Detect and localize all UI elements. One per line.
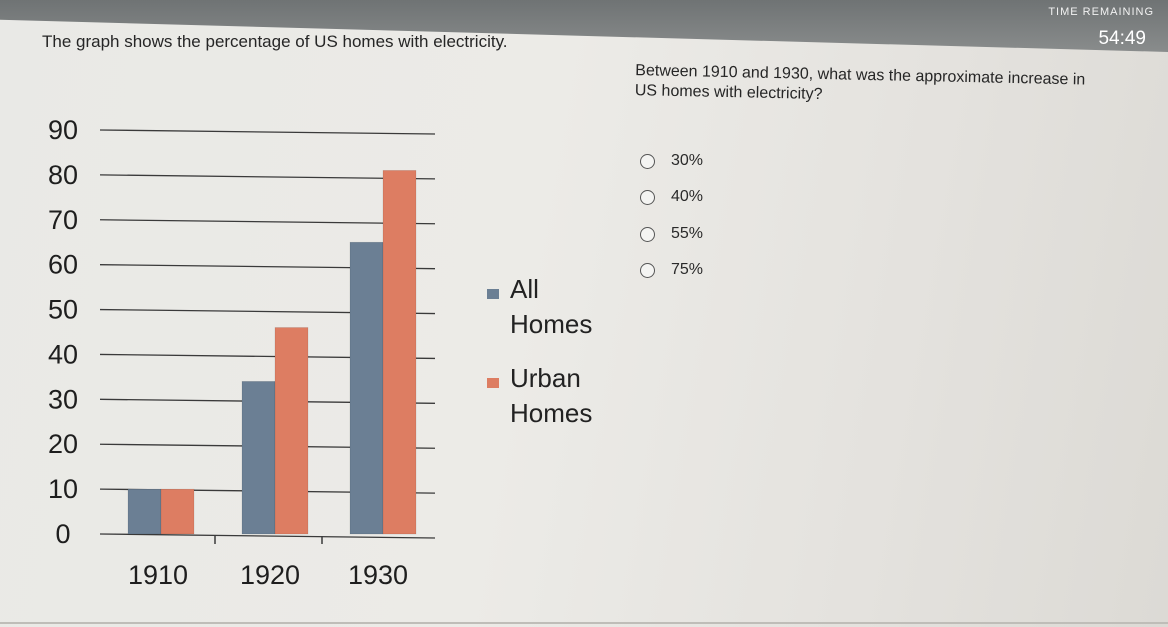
- radio-button[interactable]: [640, 189, 655, 205]
- y-tick-label: 30: [48, 384, 78, 414]
- choice-75-percent[interactable]: 75%: [640, 261, 703, 279]
- y-tick-label: 10: [48, 474, 78, 504]
- y-tick-label: 0: [55, 519, 70, 549]
- bar-all-homes: [127, 488, 162, 535]
- choice-30-percent[interactable]: 30%: [640, 152, 703, 170]
- choice-40-percent[interactable]: 40%: [640, 188, 703, 206]
- timer-label: TIME REMAINING: [1048, 6, 1154, 18]
- choice-label: 55%: [671, 225, 704, 242]
- y-tick-label: 70: [48, 205, 78, 235]
- gridline: [99, 219, 436, 225]
- legend-swatch: [487, 289, 499, 299]
- choice-55-percent[interactable]: 55%: [640, 225, 703, 243]
- x-category-label: 1930: [348, 560, 408, 590]
- legend-label: Homes: [510, 309, 592, 339]
- bar-urban-homes: [274, 327, 309, 535]
- bar-urban-homes: [382, 170, 417, 535]
- radio-button[interactable]: [640, 153, 655, 169]
- gridline: [99, 129, 436, 135]
- y-tick-label: 60: [48, 250, 78, 280]
- gridline: [99, 533, 436, 539]
- choice-label: 75%: [671, 261, 704, 278]
- x-category-label: 1920: [240, 560, 300, 590]
- legend-swatch: [487, 378, 499, 388]
- radio-button[interactable]: [640, 226, 655, 242]
- y-tick-label: 50: [48, 295, 78, 325]
- radio-button[interactable]: [640, 262, 655, 278]
- gridline: [99, 174, 436, 180]
- y-tick-label: 80: [48, 160, 78, 190]
- y-tick-label: 40: [48, 339, 78, 369]
- question-prompt: Between 1910 and 1930, what was the appr…: [634, 62, 1086, 104]
- bar-all-homes: [241, 381, 276, 535]
- legend-label: Homes: [510, 398, 592, 428]
- choice-label: 40%: [671, 188, 704, 205]
- bottom-divider: [0, 622, 1168, 624]
- question-text: The graph shows the percentage of US hom…: [42, 32, 508, 51]
- legend-label: Urban: [510, 363, 581, 393]
- timer-value: 54:49: [1098, 28, 1146, 49]
- y-tick-label: 20: [48, 429, 78, 459]
- legend-label: All: [510, 274, 539, 304]
- electricity-bar-chart: 0 10 20 30 40 50 60 70 80 90 1910 1920 1930 All Homes U…: [48, 115, 592, 590]
- bar-all-homes: [349, 241, 384, 535]
- x-category-label: 1910: [128, 560, 188, 590]
- bar-urban-homes: [160, 488, 195, 535]
- choice-label: 30%: [671, 152, 704, 169]
- y-tick-label: 90: [48, 115, 78, 145]
